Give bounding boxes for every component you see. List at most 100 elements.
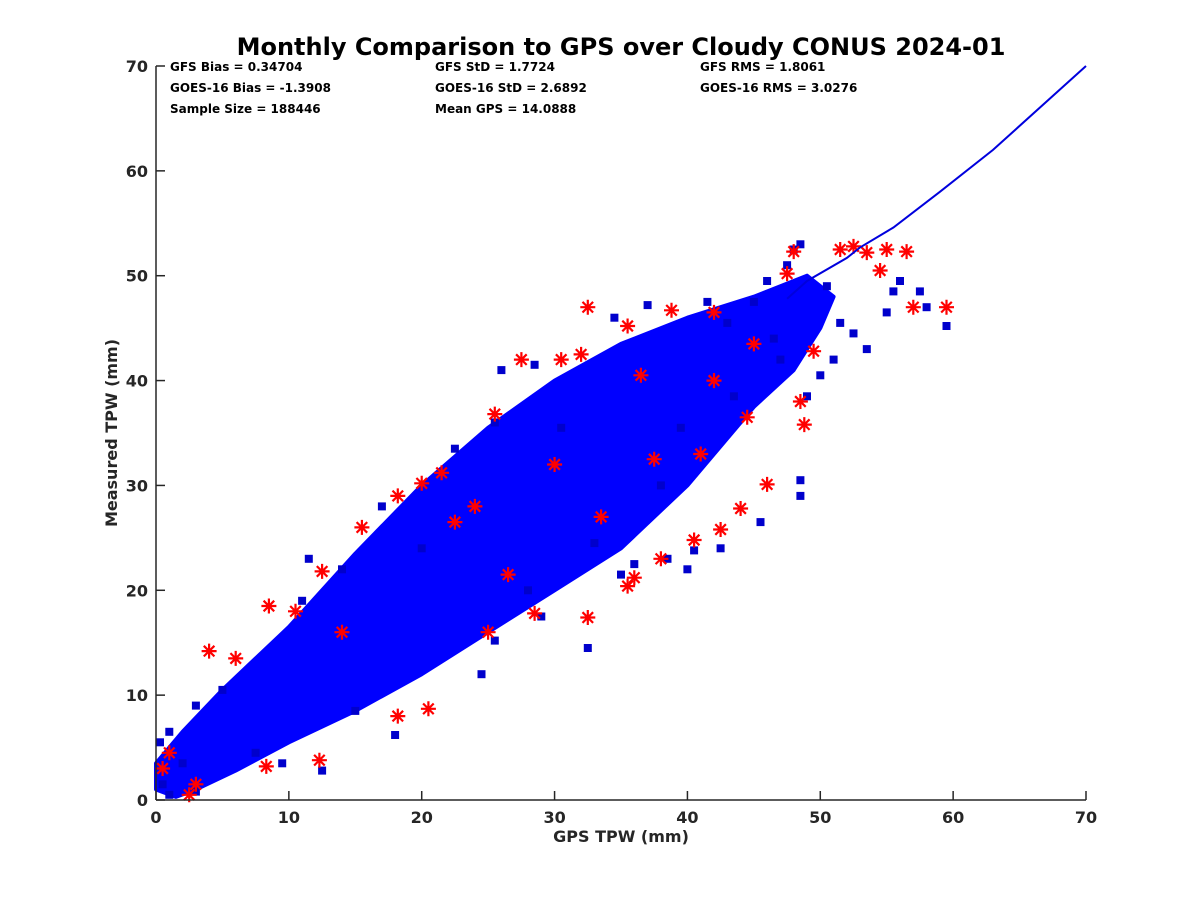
x-tick-label: 70 (1075, 808, 1097, 827)
square-marker (915, 287, 924, 296)
asterisk-marker (467, 498, 483, 514)
square-marker (165, 790, 174, 799)
asterisk-marker (414, 475, 430, 491)
square-marker (156, 738, 164, 747)
asterisk-marker (573, 346, 589, 362)
asterisk-marker (686, 532, 702, 548)
asterisk-marker (693, 446, 709, 462)
square-marker (703, 297, 712, 306)
asterisk-marker (447, 514, 463, 530)
square-marker (836, 318, 845, 327)
asterisk-marker (796, 417, 812, 433)
stat-goes-bias: GOES-16 Bias = -1.3908 (170, 81, 331, 95)
x-tick-label: 60 (942, 808, 964, 827)
asterisk-marker (580, 610, 596, 625)
axes: 0 10 20 30 40 50 60 70 0 10 20 30 40 50 60 70 (126, 57, 1097, 827)
square-marker (796, 240, 805, 249)
plot-area (154, 65, 1087, 803)
asterisk-marker (593, 509, 609, 525)
y-tick-label: 0 (137, 791, 148, 810)
x-tick-label: 30 (543, 808, 565, 827)
x-tick-label: 20 (411, 808, 433, 827)
square-marker (530, 360, 539, 369)
asterisk-marker (646, 451, 662, 467)
y-tick-label: 10 (126, 686, 148, 705)
square-marker (676, 423, 685, 432)
asterisk-marker (939, 299, 954, 315)
y-axis-label: Measured TPW (mm) (102, 339, 121, 527)
square-marker (278, 759, 287, 768)
square-marker (643, 301, 652, 310)
square-marker (690, 546, 699, 555)
asterisk-marker (706, 304, 722, 320)
square-marker (377, 502, 386, 511)
asterisk-marker (620, 578, 636, 594)
asterisk-marker (480, 624, 496, 640)
asterisk-marker (354, 519, 370, 535)
density-band (154, 273, 836, 799)
asterisk-marker (859, 245, 875, 261)
square-marker (723, 318, 732, 327)
square-marker (477, 670, 486, 679)
square-marker (656, 481, 665, 490)
asterisk-marker (155, 761, 171, 776)
asterisk-marker (553, 352, 569, 368)
square-marker (783, 261, 792, 270)
asterisk-marker (527, 605, 543, 621)
asterisk-marker (626, 570, 642, 586)
square-marker (617, 570, 625, 579)
square-marker (391, 731, 400, 739)
square-marker (298, 596, 307, 605)
square-marker (610, 313, 619, 322)
square-marker (304, 554, 313, 563)
square-marker (829, 355, 838, 364)
square-marker (716, 544, 725, 553)
asterisk-marker (846, 238, 861, 254)
stat-mean-gps: Mean GPS = 14.0888 (435, 102, 576, 116)
asterisk-marker (390, 488, 406, 504)
reference-line (786, 65, 1087, 300)
stat-goes-rms: GOES-16 RMS = 3.0276 (700, 81, 857, 95)
asterisk-marker (664, 302, 679, 318)
stat-gfs-std: GFS StD = 1.7724 (435, 60, 555, 74)
square-marker (922, 303, 931, 312)
square-marker (191, 701, 200, 710)
asterisk-marker (792, 394, 808, 409)
asterisk-marker (580, 299, 596, 315)
square-marker (218, 685, 227, 694)
square-marker (590, 539, 599, 548)
square-marker (796, 491, 805, 500)
x-tick-label: 0 (150, 808, 161, 827)
asterisk-marker (420, 701, 436, 717)
gfs-series (155, 238, 954, 803)
asterisk-marker (500, 567, 516, 583)
asterisk-marker (487, 406, 503, 422)
square-marker (796, 476, 805, 485)
y-tick-label: 50 (126, 267, 148, 286)
square-marker (942, 322, 951, 330)
asterisk-marker (228, 650, 244, 666)
asterisk-marker (620, 318, 636, 334)
asterisk-marker (899, 244, 915, 260)
y-tick-label: 20 (126, 581, 148, 600)
x-tick-label: 40 (676, 808, 698, 827)
square-marker (763, 277, 772, 285)
asterisk-marker (832, 242, 848, 257)
square-marker (497, 366, 506, 375)
square-marker (896, 277, 904, 285)
square-marker (251, 748, 260, 757)
asterisk-marker (334, 624, 350, 640)
y-tick-label: 30 (126, 476, 148, 495)
y-ticks: 0 10 20 30 40 50 60 70 (126, 57, 165, 810)
asterisk-marker (653, 551, 669, 567)
asterisk-marker (872, 263, 888, 278)
asterisk-marker (311, 752, 327, 768)
y-tick-label: 70 (126, 57, 148, 76)
stat-sample-size: Sample Size = 188446 (170, 102, 321, 116)
asterisk-marker (201, 643, 217, 659)
square-marker (803, 392, 811, 401)
square-marker (862, 345, 871, 354)
asterisk-marker (161, 745, 177, 761)
square-marker (178, 759, 187, 768)
